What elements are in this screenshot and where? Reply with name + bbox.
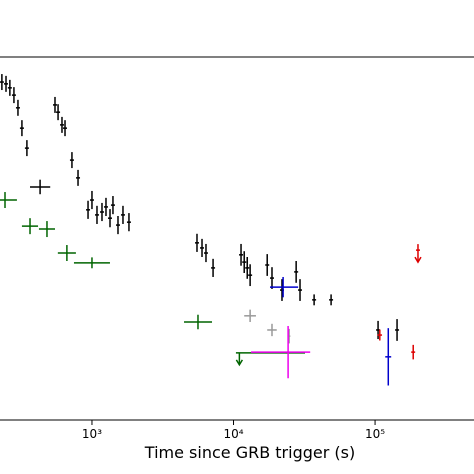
- data-point: [414, 244, 422, 264]
- data-point: [110, 196, 115, 215]
- data-point: [59, 116, 64, 133]
- data-point: [94, 205, 99, 224]
- data-point: [244, 309, 256, 322]
- data-point: [411, 344, 416, 360]
- data-point: [7, 79, 12, 96]
- data-point: [57, 245, 76, 262]
- data-point: [267, 323, 277, 337]
- data-point: [0, 192, 17, 209]
- data-point: [52, 96, 57, 113]
- x-tick-label: 10³: [82, 427, 102, 441]
- data-point: [294, 261, 299, 283]
- data-point: [63, 120, 68, 137]
- data-point: [200, 238, 205, 258]
- data-point: [265, 254, 270, 276]
- x-tick-label: 10⁴: [223, 427, 243, 441]
- data-point: [245, 257, 250, 279]
- data-point: [19, 120, 24, 137]
- data-point: [298, 279, 303, 301]
- data-point: [99, 202, 104, 222]
- data-point: [86, 200, 91, 219]
- data-point: [251, 325, 311, 379]
- data-point: [248, 264, 253, 287]
- data-point: [103, 197, 108, 216]
- data-point: [11, 87, 16, 104]
- data-point: [15, 99, 20, 116]
- data-point: [377, 329, 383, 341]
- upper-limit-head: [414, 256, 422, 264]
- data-point: [38, 221, 55, 238]
- data-point: [126, 213, 131, 232]
- data-point: [239, 243, 244, 266]
- upper-limit-head: [235, 359, 244, 367]
- data-point: [395, 319, 400, 341]
- data-point: [194, 233, 199, 252]
- data-point: [76, 169, 81, 186]
- data-point: [24, 140, 29, 157]
- data-point: [385, 328, 392, 386]
- data-point: [30, 179, 51, 195]
- data-point: [89, 190, 94, 210]
- data-point: [56, 104, 61, 121]
- data-point: [120, 205, 125, 224]
- data-point: [73, 257, 110, 269]
- data-point: [211, 258, 216, 277]
- data-point: [115, 215, 120, 235]
- data-point: [269, 276, 299, 298]
- data-point: [0, 74, 4, 91]
- x-tick-label: 10⁵: [365, 427, 385, 441]
- data-point: [69, 152, 74, 169]
- data-point: [21, 218, 39, 235]
- data-point: [4, 75, 9, 92]
- data-point: [269, 267, 274, 289]
- data-point: [108, 209, 113, 228]
- data-point: [312, 294, 317, 306]
- x-axis-label: Time since GRB trigger (s): [144, 443, 355, 462]
- data-point: [329, 294, 334, 306]
- data-point: [242, 251, 247, 273]
- data-point: [184, 314, 213, 330]
- data-point: [203, 243, 208, 263]
